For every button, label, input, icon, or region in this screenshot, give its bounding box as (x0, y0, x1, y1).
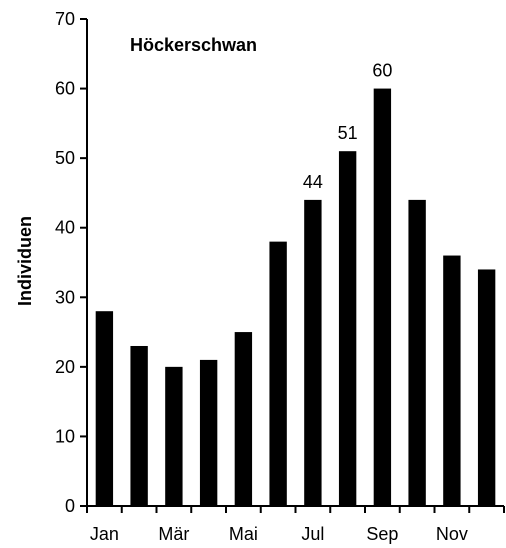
x-tick-label-mai: Mai (229, 524, 258, 544)
y-tick-label: 20 (55, 357, 75, 377)
y-tick-label: 40 (55, 218, 75, 238)
bar-mär (165, 366, 183, 506)
y-tick-label: 30 (55, 287, 75, 307)
bar-jan (95, 311, 114, 506)
bar-okt (408, 199, 426, 506)
bar-aug (338, 151, 357, 506)
x-tick-label-mär: Mär (158, 524, 189, 544)
x-tick-label-sep: Sep (366, 524, 398, 544)
x-ticks: Jan Mär Mai Jul Sep Nov (86, 506, 505, 544)
data-label-jul: 44 (303, 172, 323, 192)
data-label-aug: 51 (338, 123, 358, 143)
bar-sep (373, 88, 392, 506)
bar-feb (130, 345, 148, 506)
bar-mai (234, 332, 253, 506)
y-ticks: 0 10 20 30 40 50 60 70 (55, 9, 87, 516)
bar-apr (199, 359, 218, 506)
bar-nov (443, 255, 461, 506)
bar-jul (304, 199, 322, 506)
data-labels: 44 51 60 (303, 61, 393, 192)
axes (86, 19, 504, 507)
y-tick-label: 0 (65, 496, 75, 516)
y-axis-label: Individuen (15, 216, 35, 306)
y-tick-label: 60 (55, 79, 75, 99)
chart-title: Höckerschwan (130, 35, 257, 55)
data-label-sep: 60 (372, 61, 392, 81)
bar-jun (269, 241, 287, 506)
y-tick-label: 70 (55, 9, 75, 29)
x-tick-label-jan: Jan (90, 524, 119, 544)
x-tick-label-jul: Jul (301, 524, 324, 544)
y-tick-label: 50 (55, 148, 75, 168)
bars (95, 88, 496, 506)
bar-dez (477, 269, 496, 506)
y-tick-label: 10 (55, 426, 75, 446)
x-tick-label-nov: Nov (436, 524, 468, 544)
